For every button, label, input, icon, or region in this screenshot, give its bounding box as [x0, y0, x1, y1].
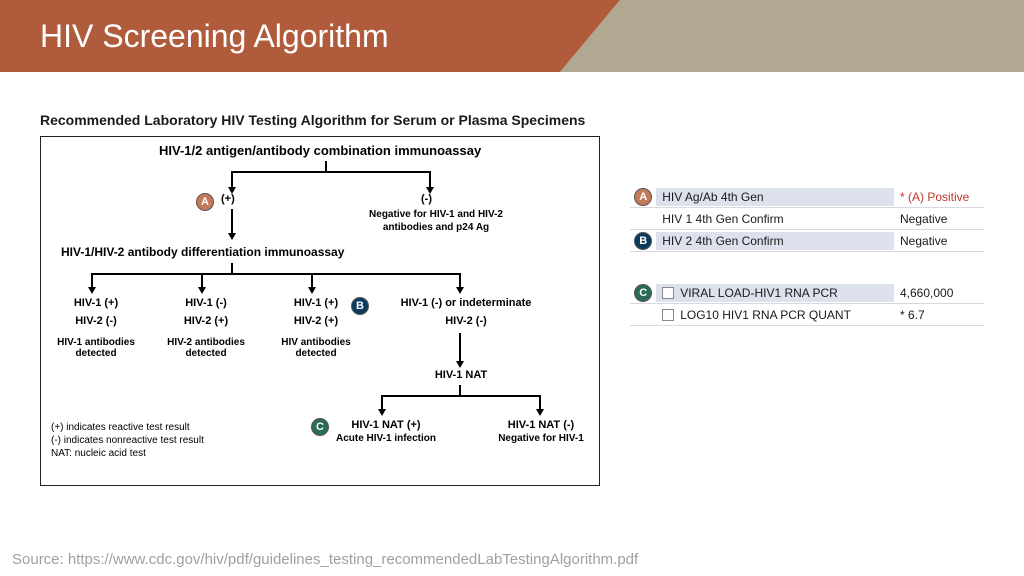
fc-c4-l2: HIV-2 (-)	[431, 315, 501, 327]
fc-c1-l2: HIV-2 (-)	[61, 315, 131, 327]
content-area: Recommended Laboratory HIV Testing Algor…	[0, 72, 1024, 542]
checkbox-icon	[662, 309, 674, 321]
fc-legend1: (+) indicates reactive test result	[51, 422, 190, 433]
diagram-area: HIV-1/2 antigen/antibody combination imm…	[40, 136, 984, 486]
fc-nat-neg1: HIV-1 NAT (-)	[491, 419, 591, 431]
fc-legend3: NAT: nucleic acid test	[51, 448, 146, 459]
table-row: LOG10 HIV1 RNA PCR QUANT * 6.7	[630, 304, 984, 326]
badge-a-icon: A	[634, 188, 652, 206]
t2-r2-val: * 6.7	[894, 306, 984, 324]
t1-r3-val: Negative	[894, 232, 984, 250]
fc-diff: HIV-1/HIV-2 antibody differentiation imm…	[61, 245, 421, 259]
badge-c-icon: C	[634, 284, 652, 302]
fc-badge-b: B	[351, 296, 369, 315]
fc-root: HIV-1/2 antigen/antibody combination imm…	[41, 143, 599, 158]
fc-c1-res: HIV-1 antibodiesdetected	[49, 337, 143, 359]
t1-r2-val: Negative	[894, 210, 984, 228]
table-row: HIV 1 4th Gen Confirm Negative	[630, 208, 984, 230]
fc-minus: (-)	[421, 193, 432, 205]
fc-c4-l1: HIV-1 (-) or indeterminate	[376, 297, 556, 309]
t1-r3-name: HIV 2 4th Gen Confirm	[656, 232, 894, 250]
badge-b-icon: B	[634, 232, 652, 250]
slide-header: HIV Screening Algorithm	[0, 0, 1024, 72]
fc-nat-neg2: Negative for HIV-1	[486, 433, 596, 444]
fc-c2-res: HIV-2 antibodiesdetected	[159, 337, 253, 359]
fc-legend2: (-) indicates nonreactive test result	[51, 435, 204, 446]
header-left-bg: HIV Screening Algorithm	[0, 0, 560, 72]
fc-neg-note1: Negative for HIV-1 and HIV-2	[351, 209, 521, 220]
table-2: C VIRAL LOAD-HIV1 RNA PCR 4,660,000 LOG1…	[630, 282, 984, 326]
checkbox-icon	[662, 287, 674, 299]
fc-nat-pos2: Acute HIV-1 infection	[326, 433, 446, 444]
t1-r2-name: HIV 1 4th Gen Confirm	[656, 210, 894, 228]
diagram-subtitle: Recommended Laboratory HIV Testing Algor…	[40, 112, 984, 128]
fc-c1-l1: HIV-1 (+)	[61, 297, 131, 309]
t2-r1-val: 4,660,000	[894, 284, 984, 302]
fc-c2-l2: HIV-2 (+)	[171, 315, 241, 327]
table-row: A HIV Ag/Ab 4th Gen * (A) Positive	[630, 186, 984, 208]
results-tables: A HIV Ag/Ab 4th Gen * (A) Positive HIV 1…	[630, 186, 984, 356]
t2-r1-name: VIRAL LOAD-HIV1 RNA PCR	[656, 284, 894, 302]
slide-title: HIV Screening Algorithm	[40, 18, 389, 55]
fc-c3-l2: HIV-2 (+)	[281, 315, 351, 327]
flowchart-box: HIV-1/2 antigen/antibody combination imm…	[40, 136, 600, 486]
table-row: C VIRAL LOAD-HIV1 RNA PCR 4,660,000	[630, 282, 984, 304]
fc-c3-res: HIV antibodiesdetected	[269, 337, 363, 359]
source-citation: Source: https://www.cdc.gov/hiv/pdf/guid…	[12, 551, 638, 568]
header-left-triangle	[560, 0, 620, 72]
fc-c3-l1: HIV-1 (+)	[281, 297, 351, 309]
fc-plus: (+)	[221, 193, 235, 205]
t2-r2-name: LOG10 HIV1 RNA PCR QUANT	[656, 306, 894, 324]
t1-r1-name: HIV Ag/Ab 4th Gen	[656, 188, 894, 206]
fc-badge-a: A	[196, 192, 214, 211]
fc-nat-pos1: HIV-1 NAT (+)	[336, 419, 436, 431]
fc-nat: HIV-1 NAT	[421, 369, 501, 381]
t1-r1-val: * (A) Positive	[894, 188, 984, 206]
table-1: A HIV Ag/Ab 4th Gen * (A) Positive HIV 1…	[630, 186, 984, 252]
header-right-bg	[620, 0, 1024, 72]
fc-neg-note2: antibodies and p24 Ag	[351, 222, 521, 233]
fc-c2-l1: HIV-1 (-)	[171, 297, 241, 309]
table-row: B HIV 2 4th Gen Confirm Negative	[630, 230, 984, 252]
